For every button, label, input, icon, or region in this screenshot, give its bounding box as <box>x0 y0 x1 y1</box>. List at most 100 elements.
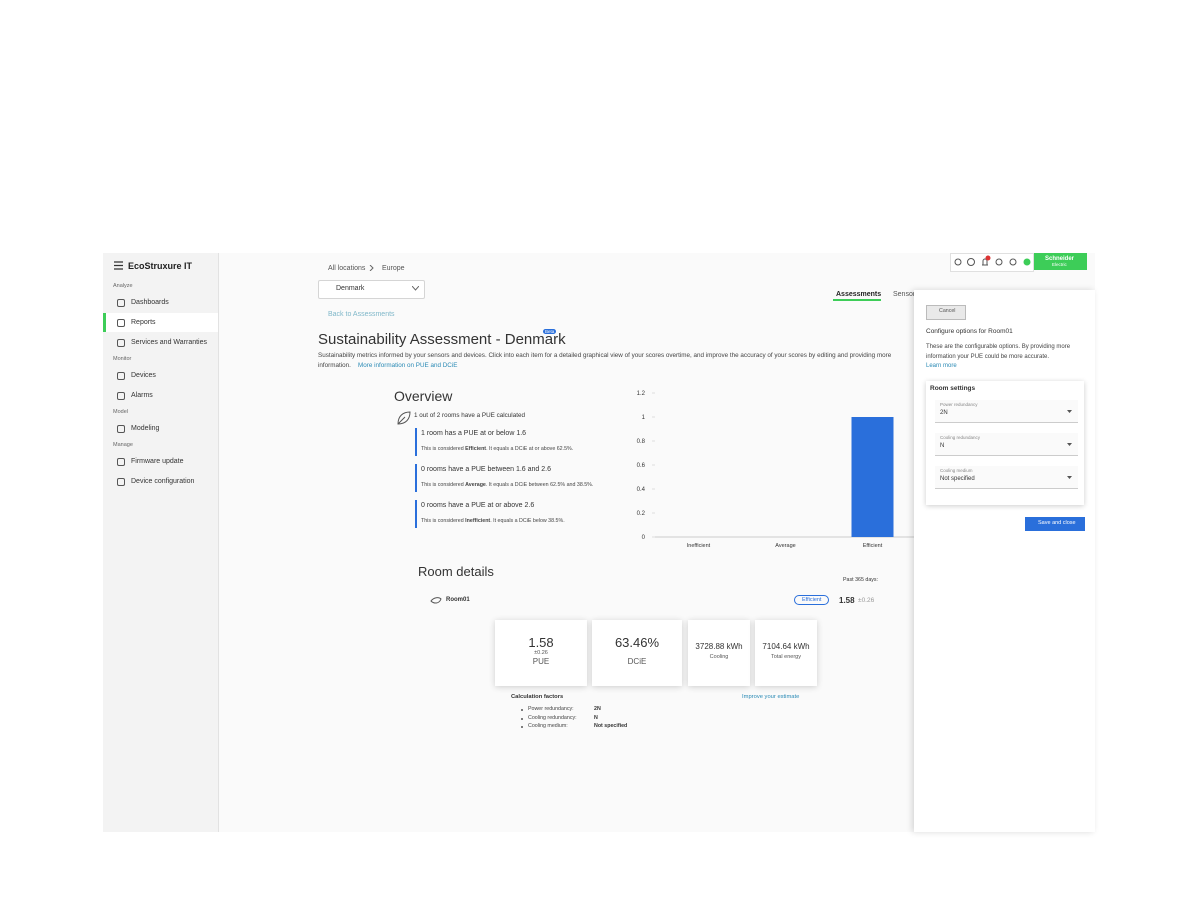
learn-more[interactable]: Learn more <box>926 363 957 369</box>
nav-icon <box>117 372 125 380</box>
config-panel <box>914 290 1095 832</box>
bar <box>851 417 894 537</box>
nav-item[interactable]: Reports <box>131 319 156 326</box>
save-button[interactable] <box>1025 517 1085 531</box>
logo: EcoStruxure IT <box>128 261 193 271</box>
brand: Schneider <box>1045 256 1075 262</box>
overview-title: Overview <box>394 388 453 404</box>
brand: Electric <box>1052 262 1067 267</box>
group-heading: 0 rooms have a PUE between 1.6 and 2.6 <box>421 466 551 473</box>
card-value: 3728.88 kWh <box>695 642 743 651</box>
section-title: Analyze <box>113 283 133 289</box>
y-tick-label: 0.8 <box>637 439 646 445</box>
room-pue-error: ±0.26 <box>858 597 875 604</box>
field-chevron <box>1067 410 1072 413</box>
select-chevron <box>412 286 419 291</box>
section-title: Model <box>113 409 128 415</box>
room-name[interactable]: Room01 <box>446 597 470 603</box>
bullet <box>521 709 523 711</box>
nav-icon <box>117 339 125 347</box>
field-chevron <box>1067 476 1072 479</box>
room-icon <box>430 597 442 604</box>
y-tick-label: 1 <box>642 415 646 421</box>
field-label: Cooling medium <box>940 468 973 473</box>
x-tick-label: Efficient <box>863 543 883 549</box>
note-part: . It equals a DCiE at or above 62.5%. <box>486 446 574 452</box>
brand-button[interactable] <box>1033 253 1087 270</box>
nav-item[interactable]: Firmware update <box>131 458 184 465</box>
note-part: This is considered <box>421 446 466 452</box>
save-label[interactable]: Save and close <box>1038 520 1076 526</box>
nav-item[interactable]: Dashboards <box>131 299 169 306</box>
group-border <box>415 500 417 528</box>
card-value: 7104.64 kWh <box>762 642 810 651</box>
section-title: Monitor <box>113 356 132 362</box>
field-label: Cooling redundancy <box>940 435 981 440</box>
description: information. <box>318 362 351 369</box>
breadcrumb-chevron <box>369 265 374 271</box>
factor-label: Cooling medium: <box>528 723 568 729</box>
tab[interactable]: Assessments <box>836 291 882 298</box>
card-label: Total energy <box>771 654 801 660</box>
select-field[interactable] <box>935 466 1078 489</box>
nav-item[interactable]: Device configuration <box>131 478 195 485</box>
room-pue: 1.58 <box>839 596 855 605</box>
breadcrumb[interactable]: All locations <box>328 265 366 272</box>
breadcrumb[interactable]: Europe <box>382 265 405 272</box>
nav-item[interactable]: Devices <box>131 372 156 379</box>
group-border <box>415 464 417 492</box>
select-field[interactable] <box>935 400 1078 423</box>
factor-value: N <box>594 714 598 721</box>
settings-title: Room settings <box>930 385 976 392</box>
card-label: PUE <box>532 657 550 666</box>
info-link[interactable]: More information on PUE and DCiE <box>358 362 458 369</box>
group-heading: 0 rooms have a PUE at or above 2.6 <box>421 502 535 509</box>
improve-link[interactable]: Improve your estimate <box>742 694 800 700</box>
x-tick-label: Average <box>775 543 795 549</box>
factor-label: Power redundancy: <box>528 706 574 712</box>
x-tick-label: Inefficient <box>687 543 711 549</box>
cancel-label[interactable]: Cancel <box>939 308 956 314</box>
nav-icon <box>117 458 125 466</box>
toolbar-icons <box>954 255 1031 266</box>
metric-card: 7104.64 kWh Total energy <box>755 620 817 686</box>
field-value: Not specified <box>940 476 975 482</box>
note-part: Inefficient <box>465 518 491 524</box>
card-label: DCiE <box>627 657 647 666</box>
nav-item[interactable]: Alarms <box>131 392 153 399</box>
nav-icon <box>117 425 125 433</box>
y-tick-label: 0.4 <box>637 487 646 493</box>
nav-item[interactable]: Modeling <box>131 425 160 432</box>
description: Sustainability metrics informed by your … <box>318 352 892 359</box>
note-part: This is considered <box>421 518 466 524</box>
bullet <box>521 717 523 720</box>
group-note: This is considered Inefficient. It equal… <box>421 518 565 524</box>
factor-label: Cooling redundancy: <box>528 714 577 721</box>
y-tick-label: 0.6 <box>637 463 646 469</box>
sidebar <box>103 253 219 832</box>
nav-item[interactable]: Services and Warranties <box>131 339 207 346</box>
note-part: . It equals a DCiE between 62.5% and 38.… <box>485 482 594 488</box>
metric-card: 63.46% DCiE <box>592 620 682 686</box>
field-value: N <box>940 443 945 449</box>
factors-title: Calculation factors <box>511 694 564 700</box>
select-field[interactable] <box>935 433 1078 456</box>
tab-underline <box>833 299 881 301</box>
y-tick-label: 0.2 <box>637 511 646 517</box>
card-sub: ±0.26 <box>534 650 548 656</box>
toolbar <box>950 253 1034 272</box>
bullet <box>521 726 523 728</box>
back-link[interactable]: Back to Assessments <box>328 311 395 318</box>
overview-summary: 1 out of 2 rooms have a PUE calculated <box>414 412 525 419</box>
group-note: This is considered Efficient. It equals … <box>421 446 573 452</box>
cancel-button[interactable] <box>926 305 966 320</box>
nav-icon <box>117 299 125 307</box>
location-select[interactable] <box>318 280 425 299</box>
group-heading: 1 room has a PUE at or below 1.6 <box>421 430 527 437</box>
note-part: Efficient <box>465 446 487 452</box>
selected-indicator <box>103 313 106 332</box>
metric-card: 3728.88 kWh Cooling <box>688 620 750 686</box>
tab[interactable]: Sensor <box>893 291 916 298</box>
factor-value: Not specified <box>594 723 628 729</box>
